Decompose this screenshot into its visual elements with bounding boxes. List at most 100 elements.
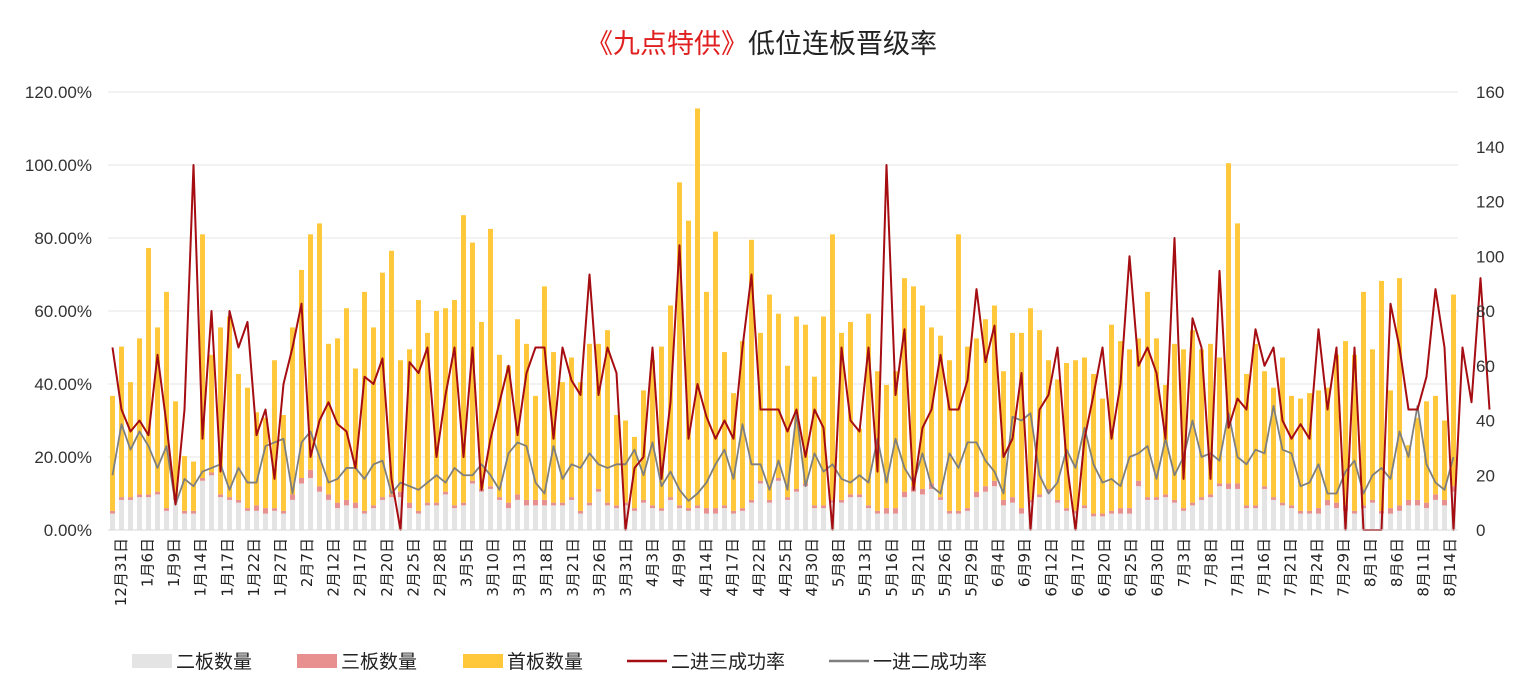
right-axis-tick-label: 80 xyxy=(1476,302,1495,321)
bar-second-board xyxy=(506,508,511,530)
bar-second-board xyxy=(1334,508,1339,530)
bar-first-board xyxy=(479,321,484,489)
bar-first-board xyxy=(1217,357,1222,484)
bar-first-board xyxy=(1352,354,1357,511)
bar-first-board xyxy=(1127,349,1132,509)
bar-second-board xyxy=(1208,497,1213,530)
x-tick-label: 5月13日 xyxy=(856,538,874,597)
bar-second-board xyxy=(1271,499,1276,530)
bar-third-board xyxy=(551,502,556,506)
bar-first-board xyxy=(227,316,232,498)
bar-third-board xyxy=(1136,480,1141,487)
bar-third-board xyxy=(299,477,304,484)
bar-third-board xyxy=(1055,499,1060,503)
bar-first-board xyxy=(1001,371,1006,500)
bar-second-board xyxy=(272,510,277,530)
bar-first-board xyxy=(902,278,907,492)
x-tick-label: 2月28日 xyxy=(431,538,449,597)
bar-second-board xyxy=(353,508,358,530)
bar-first-board xyxy=(1334,354,1339,503)
bar-third-board xyxy=(506,502,511,509)
bar-third-board xyxy=(875,510,880,514)
bar-first-board xyxy=(938,335,943,498)
bar-third-board xyxy=(1370,499,1375,503)
bar-second-board xyxy=(263,513,268,530)
bar-second-board xyxy=(614,508,619,530)
bar-third-board xyxy=(686,508,691,511)
bar-third-board xyxy=(1316,508,1321,514)
bar-second-board xyxy=(956,513,961,530)
bar-second-board xyxy=(767,502,772,531)
bar-third-board xyxy=(164,508,169,511)
bar-third-board xyxy=(317,486,322,492)
bar-first-board xyxy=(1262,371,1267,487)
bar-second-board xyxy=(677,508,682,530)
bar-second-board xyxy=(1235,488,1240,530)
bar-second-board xyxy=(497,499,502,530)
bar-first-board xyxy=(389,250,394,495)
bar-second-board xyxy=(452,508,457,530)
x-tick-label: 6月17日 xyxy=(1069,538,1087,597)
x-tick-label: 3月31日 xyxy=(617,538,635,597)
bar-first-board xyxy=(1190,330,1195,503)
bar-second-board xyxy=(1037,497,1042,530)
bar-second-board xyxy=(317,491,322,530)
bar-third-board xyxy=(695,505,700,509)
bar-first-board xyxy=(884,384,889,509)
bar-third-board xyxy=(578,510,583,514)
bar-first-board xyxy=(146,248,151,495)
x-tick-label: 8月1日 xyxy=(1361,538,1379,587)
bar-second-board xyxy=(740,510,745,530)
x-tick-label: 4月17日 xyxy=(723,538,741,597)
bar-third-board xyxy=(1307,510,1312,514)
bar-first-board xyxy=(596,343,601,489)
bar-first-board xyxy=(1442,420,1447,500)
bar-third-board xyxy=(353,502,358,509)
x-tick-label: 3月18日 xyxy=(537,538,555,597)
bar-first-board xyxy=(1145,291,1150,498)
bar-third-board xyxy=(1064,508,1069,511)
bar-second-board xyxy=(947,513,952,530)
bar-first-board xyxy=(245,387,250,509)
bar-second-board xyxy=(218,497,223,530)
bar-first-board xyxy=(1388,390,1393,509)
bar-third-board xyxy=(848,494,853,498)
bar-third-board xyxy=(1127,508,1132,514)
bar-second-board xyxy=(524,505,529,530)
x-tick-label: 8月11日 xyxy=(1414,538,1432,597)
bar-first-board xyxy=(794,316,799,489)
bar-third-board xyxy=(596,488,601,492)
bar-second-board xyxy=(1226,488,1231,530)
bar-second-board xyxy=(848,497,853,530)
bar-third-board xyxy=(1280,502,1285,506)
legend-rate-2to3-label: 二进三成功率 xyxy=(671,651,785,673)
bar-first-board xyxy=(749,239,754,500)
bar-third-board xyxy=(1352,510,1357,514)
bar-second-board xyxy=(1001,505,1006,530)
bar-second-board xyxy=(1118,513,1123,530)
bar-third-board xyxy=(1451,486,1456,492)
bar-second-board xyxy=(704,513,709,530)
bar-third-board xyxy=(488,486,493,489)
bar-third-board xyxy=(1343,505,1348,511)
bar-second-board xyxy=(1307,513,1312,530)
bar-first-board xyxy=(965,346,970,509)
bar-third-board xyxy=(1046,488,1051,492)
bar-second-board xyxy=(425,505,430,530)
x-tick-label: 8月14日 xyxy=(1441,538,1459,597)
bar-first-board xyxy=(605,330,610,503)
bar-first-board xyxy=(974,338,979,492)
bar-third-board xyxy=(1442,499,1447,506)
bar-second-board xyxy=(686,510,691,530)
bar-second-board xyxy=(974,497,979,530)
left-axis-tick-label: 100.00% xyxy=(25,156,92,175)
bar-third-board xyxy=(290,494,295,500)
bar-third-board xyxy=(677,505,682,509)
x-tick-label: 7月24日 xyxy=(1308,538,1326,597)
bar-first-board xyxy=(236,373,241,500)
bar-third-board xyxy=(191,510,196,514)
bar-third-board xyxy=(722,505,727,509)
bar-third-board xyxy=(470,480,475,484)
bar-third-board xyxy=(227,497,232,500)
bar-third-board xyxy=(1397,505,1402,511)
